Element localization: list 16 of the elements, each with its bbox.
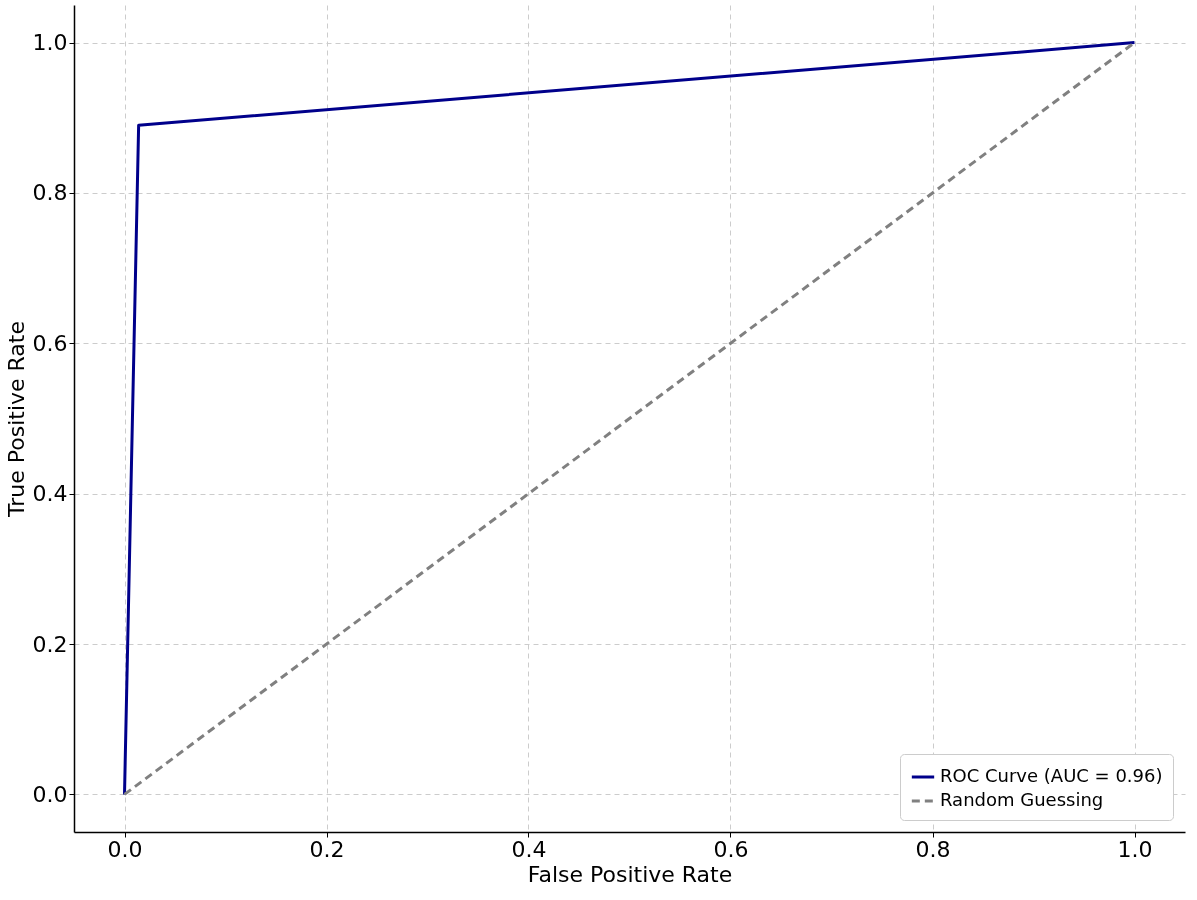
y-tick-label: 0.2 <box>32 631 68 657</box>
y-tick-label: 0.6 <box>32 330 68 356</box>
x-tick-label: 0.4 <box>511 836 547 862</box>
legend-label: ROC Curve (AUC = 0.96) <box>940 765 1163 786</box>
x-axis-title: False Positive Rate <box>527 861 733 887</box>
x-tick-label: 1.0 <box>1117 836 1153 862</box>
x-tick-label: 0.8 <box>915 836 951 862</box>
legend-label: Random Guessing <box>940 789 1104 810</box>
y-tick-label: 0.4 <box>32 481 68 507</box>
y-tick-label: 0.0 <box>32 781 68 807</box>
y-tick-label: 1.0 <box>32 30 68 56</box>
x-tick-label: 0.2 <box>309 836 345 862</box>
y-tick-label: 0.8 <box>32 180 68 206</box>
y-axis-title: True Positive Rate <box>3 321 29 518</box>
x-tick-label: 0.0 <box>107 836 143 862</box>
x-tick-label: 0.6 <box>713 836 749 862</box>
